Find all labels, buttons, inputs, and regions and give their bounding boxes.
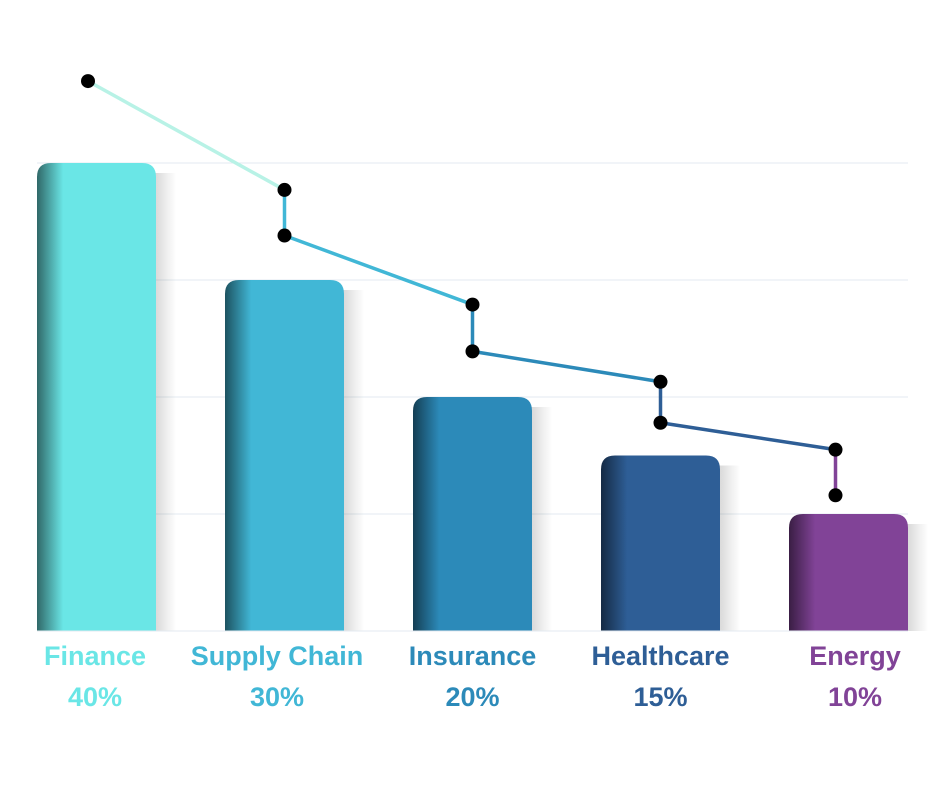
line-segment xyxy=(660,421,836,452)
bar-supply-chain xyxy=(225,280,344,631)
bar-shadow xyxy=(718,465,740,631)
category-label: Healthcare xyxy=(591,641,729,671)
bar-shadow xyxy=(154,173,176,631)
value-label: 20% xyxy=(445,682,499,712)
line-marker xyxy=(653,374,668,389)
line-marker xyxy=(81,74,95,89)
line-marker xyxy=(465,344,480,359)
bar-insurance xyxy=(413,397,532,631)
bar-energy xyxy=(789,514,908,631)
value-label: 40% xyxy=(68,682,122,712)
category-labels: Finance 40% Supply Chain 30% Insurance 20% Hea… xyxy=(44,641,901,712)
line-marker xyxy=(277,182,292,197)
value-label: 10% xyxy=(828,682,882,712)
line-marker xyxy=(465,297,480,312)
bar-shadow xyxy=(906,524,928,631)
cumulative-line xyxy=(81,74,843,503)
line-marker xyxy=(277,228,292,243)
bar-shadow xyxy=(530,407,552,631)
line-segment xyxy=(87,79,286,192)
line-marker xyxy=(828,442,843,457)
bar-finance xyxy=(37,163,156,631)
line-segment xyxy=(283,233,474,307)
bar-shadow xyxy=(342,290,364,631)
value-label: 15% xyxy=(633,682,687,712)
bar-healthcare xyxy=(601,455,720,631)
value-label: 30% xyxy=(250,682,304,712)
category-label: Insurance xyxy=(409,641,537,671)
line-marker xyxy=(828,488,843,503)
category-label: Finance xyxy=(44,641,146,671)
line-marker xyxy=(653,415,668,430)
bars xyxy=(37,163,928,631)
line-segment xyxy=(472,349,661,384)
category-label: Supply Chain xyxy=(191,641,364,671)
category-label: Energy xyxy=(809,641,901,671)
